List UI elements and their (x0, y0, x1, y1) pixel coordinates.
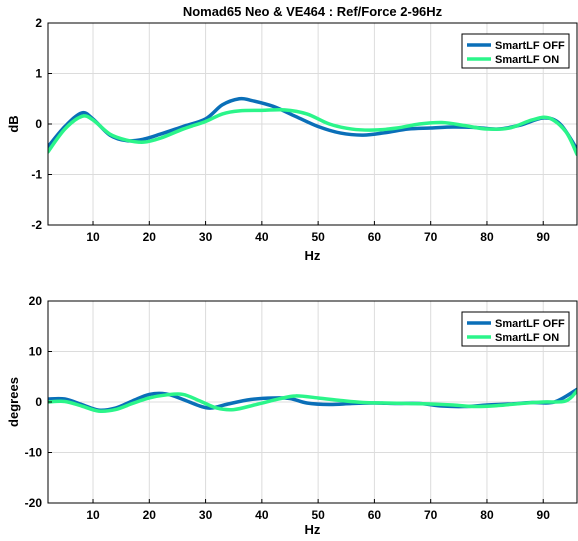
y-axis-label: dB (6, 115, 21, 132)
legend: SmartLF OFF SmartLF ON (461, 311, 570, 347)
x-tick-label: 80 (480, 508, 494, 522)
x-tick-label: 90 (537, 508, 551, 522)
x-tick-label: 80 (480, 230, 494, 244)
chart-title: Nomad65 Neo & VE464 : Ref/Force 2-96Hz (183, 4, 443, 19)
x-tick-label: 20 (143, 508, 157, 522)
legend: SmartLF OFF SmartLF ON (461, 33, 570, 69)
x-tick-label: 70 (424, 230, 438, 244)
x-tick-label: 70 (424, 508, 438, 522)
y-tick-label: -2 (31, 218, 42, 232)
phase-panel: 10 20 30 40 50 60 70 80 90 -20 -10 0 10 20 Hz degrees Sm… (6, 294, 578, 537)
y-tick-label: 20 (29, 294, 43, 308)
legend-box (461, 311, 570, 347)
legend-box (461, 33, 570, 69)
legend-label: SmartLF OFF (495, 318, 565, 330)
y-tick-label: 2 (35, 16, 42, 30)
x-tick-label: 50 (311, 508, 325, 522)
y-tick-label: 1 (35, 67, 42, 81)
x-axis-label: Hz (305, 248, 321, 263)
x-tick-label: 30 (199, 508, 213, 522)
x-tick-label: 20 (143, 230, 157, 244)
legend-label: SmartLF ON (495, 54, 559, 66)
y-tick-label: 10 (29, 345, 43, 359)
x-tick-label: 40 (255, 508, 269, 522)
x-tick-label: 60 (368, 508, 382, 522)
series-line-smartlf-on (48, 389, 577, 414)
y-tick-label: 0 (35, 395, 42, 409)
x-tick-label: 60 (368, 230, 382, 244)
x-tick-label: 10 (86, 230, 100, 244)
x-tick-label: 40 (255, 230, 269, 244)
x-tick-label: 30 (199, 230, 213, 244)
y-tick-label: -1 (31, 168, 42, 182)
x-tick-label: 10 (86, 508, 100, 522)
y-tick-label: -10 (25, 446, 43, 460)
y-axis-label: degrees (6, 377, 21, 427)
x-tick-label: 90 (537, 230, 551, 244)
y-tick-label: 0 (35, 117, 42, 131)
magnitude-panel: 10 20 30 40 50 60 70 80 90 -2 -1 0 1 2 Nomad65 Neo & V… (6, 4, 578, 263)
legend-label: SmartLF OFF (495, 40, 565, 52)
y-tick-label: -20 (25, 496, 43, 510)
x-axis-label: Hz (305, 522, 321, 537)
series-line-smartlf-on (48, 107, 577, 157)
x-tick-label: 50 (311, 230, 325, 244)
legend-label: SmartLF ON (495, 332, 559, 344)
